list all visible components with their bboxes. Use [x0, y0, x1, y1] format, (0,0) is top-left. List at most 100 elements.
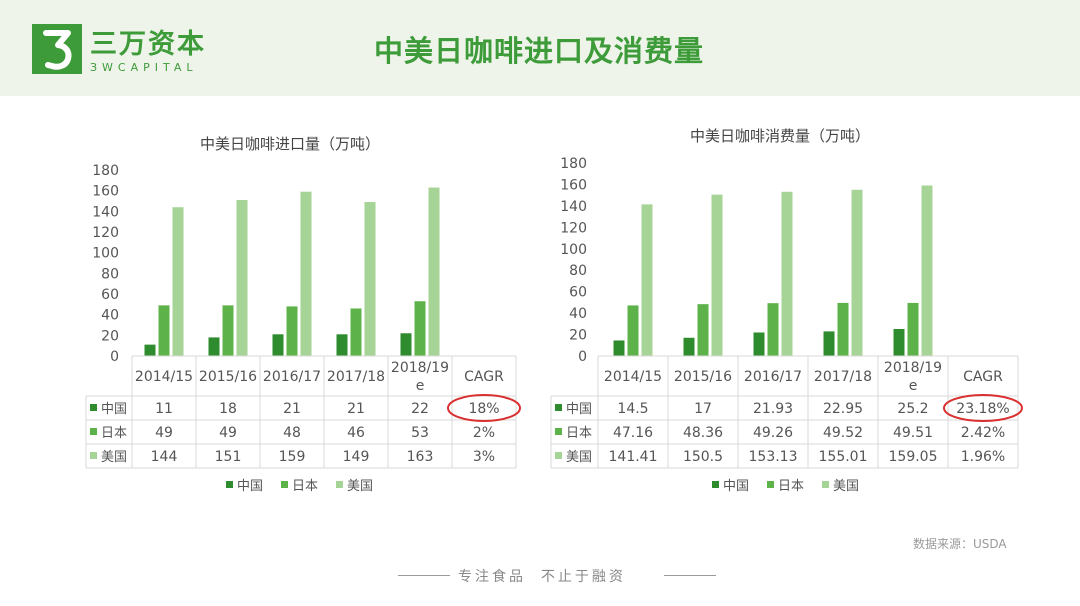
table-row-label: 美国 [101, 450, 127, 465]
table-cell: 153.13 [749, 449, 798, 465]
bar-3-5 [428, 187, 440, 356]
table-header-cell: 2015/16 [674, 369, 732, 385]
table-cell: 48.36 [683, 425, 723, 441]
table-header-cell: CAGR [963, 369, 1003, 385]
table-cell: 46 [347, 425, 365, 441]
bar-2-5 [907, 302, 919, 356]
y-tick-label: 120 [92, 225, 119, 241]
y-tick-label: 180 [560, 156, 587, 172]
table-cell: 1.96% [961, 449, 1005, 465]
legend-swatch [712, 481, 719, 488]
y-tick-label: 40 [101, 308, 119, 324]
table-cell: 11 [155, 401, 173, 417]
y-tick-label: 20 [101, 328, 119, 344]
table-cell: 2.42% [961, 425, 1005, 441]
chart-1: 中美日咖啡进口量（万吨） 0 20 40 60 80 100 120 140 160 180 2014… [85, 135, 521, 494]
table-cell: 25.2 [897, 401, 928, 417]
table-cell: 14.5 [617, 401, 648, 417]
table-row-label: 中国 [566, 402, 592, 417]
brand-name-english: ЗWCAPITAL [90, 61, 198, 74]
bar-3-3 [300, 191, 312, 356]
table-cell: 21 [347, 401, 365, 417]
y-tick-label: 140 [92, 204, 119, 220]
legend-label: 美国 [833, 479, 859, 494]
legend-label: 日本 [778, 479, 804, 494]
legend-swatch [822, 481, 829, 488]
legend-key-row [555, 428, 562, 435]
y-tick-label: 20 [569, 328, 587, 344]
y-tick-label: 80 [569, 263, 587, 279]
table-header-cell-suffix: e [416, 378, 425, 394]
table-header-cell: 2017/18 [327, 369, 385, 385]
table-header-cell-suffix: e [909, 378, 918, 394]
table-cell: 49 [155, 425, 173, 441]
table-cell: 21 [283, 401, 301, 417]
slogan: 专注食品 不止于融资 [458, 569, 626, 585]
y-tick-label: 160 [92, 184, 119, 200]
y-tick-label: 140 [560, 199, 587, 215]
y-tick-label: 80 [101, 266, 119, 282]
table-row-label: 日本 [101, 426, 127, 441]
table-cell: 23.18% [956, 401, 1009, 417]
legend-swatch [767, 481, 774, 488]
y-tick-label: 40 [569, 306, 587, 322]
slogan-divider-left [398, 575, 450, 576]
data-source-note: 数据来源：USDA [913, 537, 1007, 551]
table-cell: 141.41 [609, 449, 658, 465]
chart-2: 中美日咖啡消费量（万吨） 0 20 40 60 80 100 120 140 160 180 2014… [550, 127, 1023, 494]
bar-2-3 [286, 306, 298, 356]
table-cell: 163 [407, 449, 434, 465]
legend-key-row [555, 452, 562, 459]
bar-1-1 [613, 340, 625, 356]
table-cell: 48 [283, 425, 301, 441]
table-cell: 22 [411, 401, 429, 417]
cagr-highlight-circle [447, 394, 521, 422]
bar-2-5 [414, 301, 426, 356]
table-cell: 151 [215, 449, 242, 465]
table-header-cell: 2018/19 [391, 360, 449, 376]
bar-3-2 [236, 199, 248, 356]
legend-key-row [555, 404, 562, 411]
table-cell: 17 [694, 401, 712, 417]
table-cell: 3% [473, 449, 495, 465]
table-cell: 49 [219, 425, 237, 441]
bar-3-1 [172, 207, 184, 356]
legend-label: 日本 [292, 479, 318, 494]
bar-3-2 [711, 194, 723, 356]
bar-1-5 [400, 333, 412, 356]
y-tick-label: 160 [560, 177, 587, 193]
legend-swatch [226, 481, 233, 488]
chart-title: 中美日咖啡进口量（万吨） [200, 135, 380, 153]
y-tick-label: 100 [92, 246, 119, 262]
table-header-cell: 2014/15 [604, 369, 662, 385]
bar-1-4 [336, 334, 348, 356]
y-tick-label: 60 [569, 285, 587, 301]
table-cell: 18 [219, 401, 237, 417]
table-header-cell: 2016/17 [263, 369, 321, 385]
y-tick-label: 100 [560, 242, 587, 258]
legend-key-row [90, 428, 97, 435]
y-tick-label: 120 [560, 220, 587, 236]
slogan-divider-right [664, 575, 716, 576]
legend-key-row [90, 404, 97, 411]
bar-2-4 [350, 308, 362, 356]
page-title: 中美日咖啡进口及消费量 [374, 34, 705, 68]
legend-label: 中国 [237, 479, 263, 494]
table-cell: 155.01 [819, 449, 868, 465]
table-cell: 49.51 [893, 425, 933, 441]
chart-area: 中美日咖啡进口量（万吨）0204060801001201401601802014… [85, 127, 1023, 494]
bar-1-4 [823, 331, 835, 356]
table-header-cell: CAGR [464, 369, 504, 385]
table-cell: 149 [343, 449, 370, 465]
bar-3-3 [781, 191, 793, 356]
table-header-cell: 2018/19 [884, 360, 942, 376]
table-header-cell: 2017/18 [814, 369, 872, 385]
bar-3-4 [851, 189, 863, 356]
table-row-label: 日本 [566, 426, 592, 441]
bar-3-5 [921, 185, 933, 356]
table-header-cell: 2014/15 [135, 369, 193, 385]
table-cell: 144 [151, 449, 178, 465]
bar-2-2 [697, 304, 709, 356]
table-cell: 159 [279, 449, 306, 465]
table-cell: 18% [468, 401, 499, 417]
